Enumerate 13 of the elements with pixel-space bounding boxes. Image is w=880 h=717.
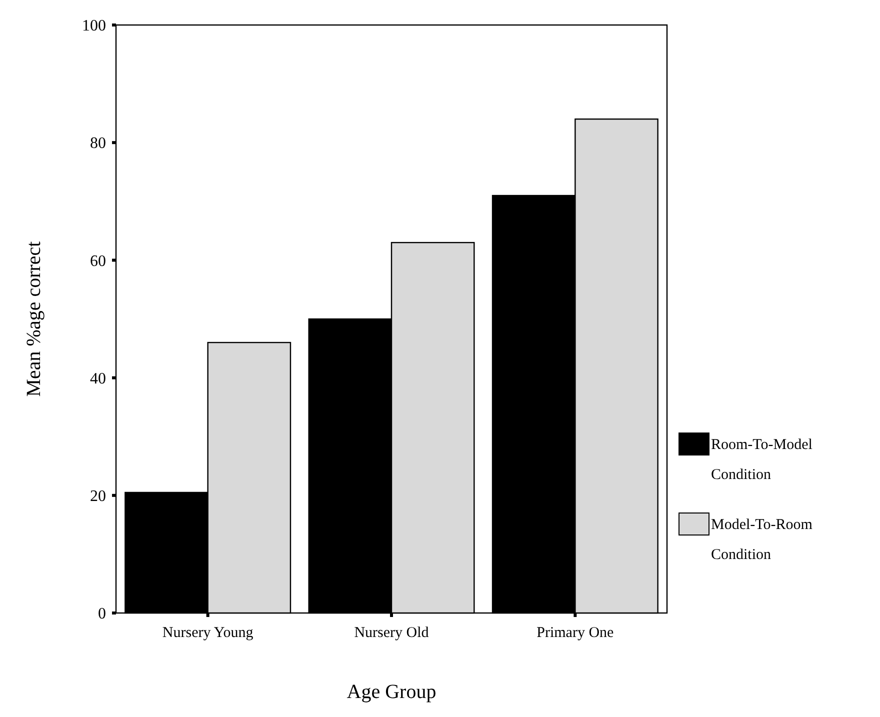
x-axis-title: Age Group — [346, 681, 436, 703]
legend-label: Room-To-Model Condition — [711, 437, 812, 483]
y-tick-label: 20 — [90, 488, 106, 505]
y-tick-label: 60 — [90, 252, 106, 270]
y-tick-label: 40 — [90, 370, 106, 388]
legend-label: Model-To-Room Condition — [711, 517, 813, 563]
y-tick-label: 0 — [98, 606, 106, 623]
y-axis-title: Mean %age correct — [23, 240, 45, 397]
x-tick-label: Primary One — [536, 625, 614, 641]
x-tick-label: Nursery Young — [162, 625, 254, 641]
y-tick-label: 80 — [90, 135, 106, 152]
x-tick-label: Nursery Old — [354, 625, 430, 641]
y-tick-label: 100 — [82, 18, 106, 35]
